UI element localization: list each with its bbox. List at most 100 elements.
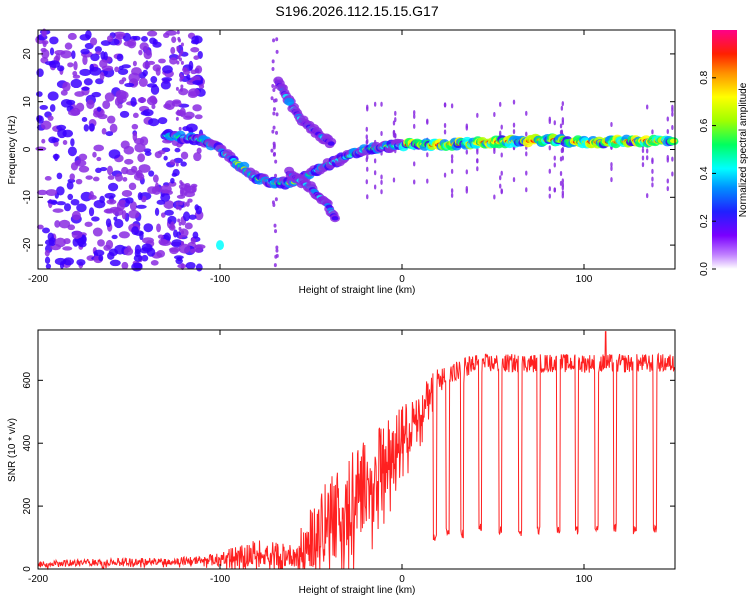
noise-speckle (181, 262, 185, 267)
noise-speckle (272, 107, 276, 112)
noise-blob (109, 259, 121, 267)
noise-speckle (270, 148, 274, 153)
colorbar-label: Normalized spectral amplitude (738, 82, 749, 217)
noise-speckle (271, 59, 275, 64)
streak-speckle (443, 102, 447, 108)
colorbar-tick-label: 0.0 (699, 262, 710, 276)
streak-speckle (380, 101, 383, 107)
noise-blob (148, 118, 160, 127)
noise-blob (192, 80, 204, 86)
noise-blob (184, 111, 195, 119)
noise-blob (77, 241, 87, 248)
colorbar: 0.0 0.2 0.4 0.6 0.8 Normalized spectral ampl… (699, 30, 749, 276)
streak-speckle (493, 112, 496, 118)
streak-speckle (559, 170, 563, 176)
noise-blob (100, 51, 106, 60)
streak-speckle (671, 107, 674, 113)
noise-blob (107, 182, 119, 192)
noise-blob (175, 109, 186, 117)
x-tick-label: -200 (28, 274, 48, 285)
streak-speckle (651, 168, 654, 174)
noise-blob (99, 59, 108, 68)
noise-blob (41, 28, 47, 38)
noise-blob (193, 152, 202, 162)
x-tick-label: 100 (576, 574, 593, 585)
streak-speckle (413, 110, 416, 116)
noise-blob (102, 100, 111, 110)
noise-blob (194, 204, 200, 211)
noise-blob (83, 124, 90, 132)
streak-speckle (512, 129, 516, 135)
streak-speckle (610, 121, 613, 127)
noise-blob (67, 32, 77, 41)
noise-blob (91, 216, 100, 222)
streak-speckle (561, 120, 565, 126)
noise-blob (159, 184, 172, 194)
noise-blob (148, 170, 155, 177)
snr-series-line (37, 331, 676, 571)
spectrogram-x-label: Height of straight line (km) (299, 285, 416, 296)
noise-blob (36, 91, 43, 97)
noise-blob (44, 176, 52, 181)
noise-speckle (176, 30, 180, 35)
noise-blob (163, 155, 168, 161)
streak-speckle (671, 125, 674, 131)
noise-blob (63, 257, 74, 266)
streak-speckle (610, 165, 613, 171)
noise-blob (106, 35, 114, 42)
noise-blob (127, 38, 137, 49)
streak-speckle (476, 149, 479, 155)
noise-speckle (272, 151, 276, 156)
noise-blob (81, 117, 88, 122)
noise-blob (36, 189, 48, 196)
noise-blob (114, 97, 120, 106)
streak-speckle (366, 194, 369, 200)
noise-speckle (271, 66, 275, 71)
noise-blob (79, 68, 91, 77)
noise-speckle (178, 52, 182, 57)
x-tick-label: 0 (399, 274, 405, 285)
streak-speckle (373, 184, 377, 190)
noise-blob (63, 203, 72, 212)
streak-speckle (548, 145, 551, 151)
noise-blob (93, 249, 105, 257)
noise-blob (47, 199, 58, 204)
streak-speckle (512, 177, 516, 183)
streak-speckle (450, 192, 454, 198)
noise-blob (70, 138, 75, 147)
noise-speckle (273, 263, 277, 268)
noise-speckle (175, 86, 179, 91)
noise-blob (99, 166, 108, 172)
noise-blob (150, 76, 158, 84)
streak-speckle (512, 99, 516, 105)
noise-blob (78, 153, 88, 161)
noise-blob (147, 186, 157, 194)
streak-speckle (465, 188, 468, 194)
noise-blob (105, 208, 113, 214)
streak-speckle (380, 174, 383, 180)
noise-speckle (271, 200, 275, 205)
streak-speckle (476, 112, 479, 118)
streak-speckle (392, 177, 396, 183)
streak-speckle (500, 124, 503, 130)
noise-blob (133, 137, 145, 145)
colorbar-tick-label: 0.8 (699, 70, 710, 84)
noise-blob (167, 215, 177, 225)
noise-blob (132, 112, 139, 118)
noise-blob (49, 104, 56, 112)
streak-speckle (645, 148, 649, 154)
lower-branch-core (331, 216, 339, 221)
noise-blob (80, 48, 90, 55)
streak-speckle (645, 155, 649, 161)
noise-blob (95, 167, 102, 174)
snr-x-ticks: -200 -100 0 100 (28, 330, 593, 585)
streak-speckle (450, 188, 454, 194)
noise-blob (67, 62, 74, 68)
streak-speckle (561, 147, 565, 153)
noise-blob (157, 117, 168, 125)
noise-blob (190, 39, 200, 45)
noise-blob (178, 88, 189, 96)
streak-speckle (561, 155, 565, 161)
noise-speckle (272, 87, 276, 92)
noise-blob (99, 71, 105, 81)
